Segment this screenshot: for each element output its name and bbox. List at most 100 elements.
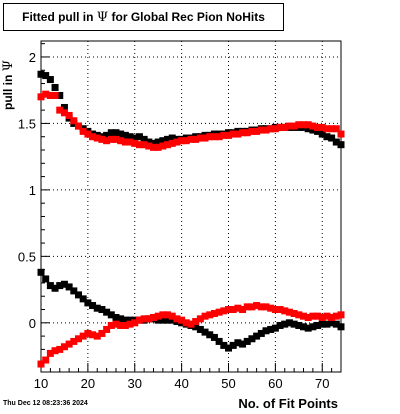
series-1-point bbox=[173, 138, 181, 146]
series-2-point bbox=[79, 295, 87, 303]
chart-title-box: Fitted pull in Ψ for Global Rec Pion NoH… bbox=[3, 3, 284, 31]
x-tick-label: 10 bbox=[34, 376, 48, 391]
series-2-point bbox=[271, 324, 279, 332]
series-2-point bbox=[112, 313, 120, 321]
series-3-point bbox=[210, 310, 218, 318]
series-3-point bbox=[79, 332, 87, 340]
series-2-point bbox=[196, 325, 204, 333]
series-1-point bbox=[112, 135, 120, 143]
series-3-point bbox=[46, 349, 54, 357]
series-1-point bbox=[332, 125, 340, 133]
series-1-point bbox=[337, 130, 345, 138]
series-3-point bbox=[271, 306, 279, 314]
series-0-point bbox=[309, 126, 317, 134]
series-2-point bbox=[215, 337, 223, 345]
series-2-point bbox=[328, 319, 336, 327]
series-2-point bbox=[229, 341, 237, 349]
series-0-point bbox=[314, 127, 322, 135]
x-tick-label: 60 bbox=[268, 376, 282, 391]
series-0-point bbox=[332, 138, 340, 146]
series-2-point bbox=[206, 331, 214, 339]
series-1-point bbox=[70, 117, 78, 125]
series-3-point bbox=[37, 360, 45, 368]
series-3-point bbox=[75, 335, 82, 343]
series-3-point bbox=[173, 315, 181, 323]
series-1-point bbox=[210, 133, 218, 141]
y-tick-label: 1 bbox=[29, 183, 36, 198]
series-2-point bbox=[46, 282, 54, 290]
x-tick-label: 20 bbox=[81, 376, 95, 391]
series-2-point bbox=[42, 275, 50, 283]
series-1-point bbox=[145, 142, 153, 150]
series-1-point bbox=[206, 133, 214, 141]
series-1-point bbox=[79, 127, 87, 135]
series-3-point bbox=[60, 343, 68, 351]
series-1-point bbox=[328, 125, 336, 133]
series-1-point bbox=[243, 129, 251, 137]
series-2-point bbox=[332, 320, 340, 328]
series-0-point bbox=[337, 141, 345, 149]
series-3-point bbox=[318, 313, 326, 321]
series-1-point bbox=[281, 123, 289, 131]
series-0-point bbox=[328, 134, 336, 142]
series-2-point bbox=[103, 308, 111, 316]
x-axis-label: No. of Fit Points bbox=[238, 396, 338, 411]
series-3-point bbox=[112, 320, 120, 328]
series-3-point bbox=[51, 347, 59, 355]
series-3-point bbox=[84, 329, 92, 337]
series-1-point bbox=[140, 141, 148, 149]
series-3-point bbox=[187, 320, 195, 328]
series-2-point bbox=[267, 325, 275, 333]
series-3-point bbox=[126, 320, 134, 328]
series-3-point bbox=[234, 304, 242, 312]
y-axis-psi-symbol: Ψ bbox=[1, 59, 16, 72]
chart-title-suffix: for Global Rec Pion NoHits bbox=[111, 10, 265, 24]
series-2-point bbox=[304, 324, 312, 332]
series-1-point bbox=[154, 143, 162, 151]
series-1-point bbox=[135, 141, 143, 149]
series-3-point bbox=[65, 340, 73, 348]
series-1-point bbox=[46, 92, 54, 100]
series-2-point bbox=[239, 340, 247, 348]
series-1-point bbox=[318, 123, 326, 131]
series-1-point bbox=[131, 139, 139, 147]
series-0-point bbox=[107, 129, 115, 137]
series-3-point bbox=[93, 332, 101, 340]
series-1-point bbox=[304, 121, 312, 129]
series-2-point bbox=[107, 311, 115, 319]
series-1-point bbox=[257, 126, 265, 134]
series-0-point bbox=[42, 72, 50, 80]
series-3-point bbox=[182, 319, 190, 327]
series-3-point bbox=[248, 303, 256, 311]
timestamp: Thu Dec 12 08:23:36 2024 bbox=[3, 400, 88, 407]
series-2-point bbox=[234, 339, 242, 347]
series-0-point bbox=[135, 133, 143, 141]
series-2-point bbox=[159, 316, 167, 324]
series-2-point bbox=[65, 283, 73, 291]
series-1-point bbox=[164, 141, 172, 149]
series-1-point bbox=[60, 109, 68, 117]
series-3-point bbox=[159, 311, 167, 319]
series-2-point bbox=[290, 320, 298, 328]
series-1-point bbox=[42, 90, 50, 98]
series-2-point bbox=[309, 323, 317, 331]
series-1-point bbox=[276, 123, 284, 131]
series-0-point bbox=[51, 84, 59, 92]
series-3-point bbox=[332, 312, 340, 320]
series-2-point bbox=[253, 332, 261, 340]
series-2-point bbox=[164, 316, 172, 324]
series-2-point bbox=[210, 333, 218, 341]
series-3-point bbox=[103, 325, 111, 333]
series-3-point bbox=[314, 312, 322, 320]
x-tick-label: 40 bbox=[174, 376, 188, 391]
series-2-point bbox=[117, 315, 125, 323]
series-3-point bbox=[295, 311, 303, 319]
x-tick-label: 30 bbox=[128, 376, 142, 391]
series-0-point bbox=[159, 137, 167, 145]
series-1-point bbox=[51, 92, 59, 100]
series-1-point bbox=[192, 135, 200, 143]
series-1-point bbox=[187, 135, 195, 143]
series-3-point bbox=[323, 312, 331, 320]
series-3-point bbox=[140, 315, 148, 323]
series-3-point bbox=[253, 302, 261, 310]
